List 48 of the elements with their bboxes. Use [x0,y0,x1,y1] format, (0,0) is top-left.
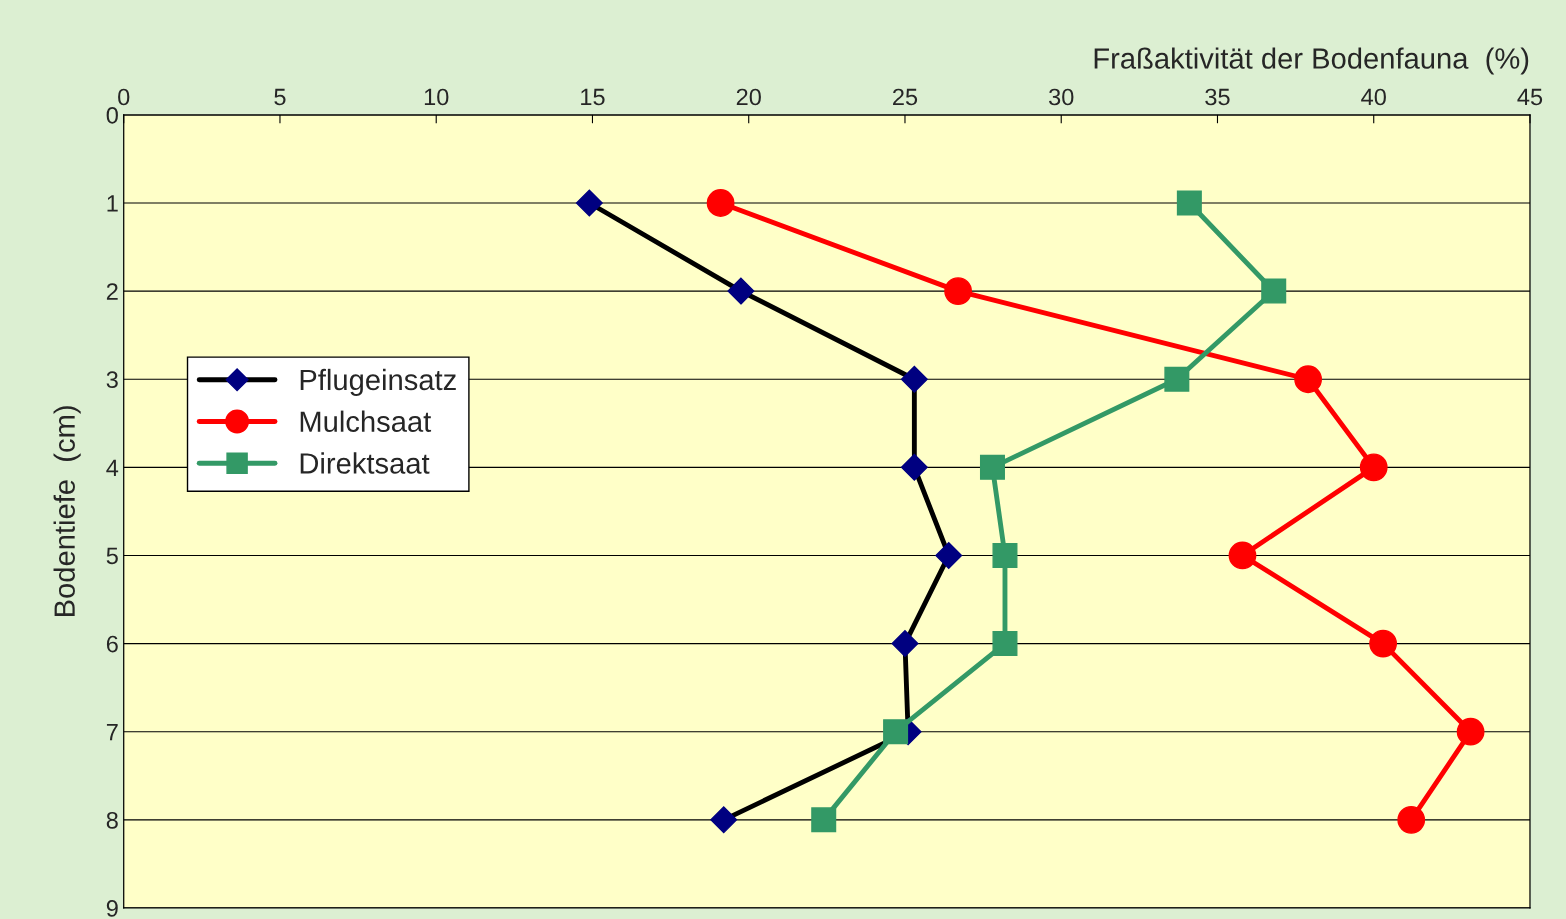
y-tick-label: 5 [106,547,118,565]
point [935,542,963,569]
point [944,277,972,306]
x-tick-label: 15 [581,88,605,106]
point [706,189,735,217]
x-tick-label: 35 [1205,88,1230,106]
y-tick-label: 0 [106,106,118,124]
x-tick-label: 10 [424,88,449,106]
point [1397,805,1426,834]
x-tick-label: 45 [1517,88,1543,106]
y-tick-label: 2 [106,283,118,300]
point [727,277,755,305]
legend-label: Mulchsaat [300,410,432,433]
point [1261,278,1287,304]
legend-label: Pflugeinsatz [300,368,456,397]
x-axis-title: Fraßaktivität der Bodenfauna (%) [1094,47,1529,75]
point [900,365,928,393]
y-tick-label: 4 [106,459,119,476]
y-tick-label: 6 [106,635,118,653]
point [1359,453,1388,482]
point [1164,366,1190,392]
x-tick-label: 5 [274,88,286,106]
x-tick-label: 40 [1361,88,1386,106]
point [891,630,919,658]
point [710,806,738,834]
x-tick-label: 25 [893,88,918,106]
legend-label: Direktsaat [300,452,430,474]
y-tick-label: 3 [106,371,118,389]
point [811,807,837,833]
point [992,631,1018,657]
point [1176,190,1202,216]
point [575,189,603,217]
y-tick-label: 9 [106,900,118,917]
point [1294,365,1322,394]
point [992,542,1018,568]
point [1456,717,1485,746]
y-tick-label: 8 [106,811,118,829]
point [900,453,928,481]
point [883,719,909,745]
y-axis-title: Bodentiefe (cm) [53,406,81,617]
x-tick-label: 0 [118,88,130,106]
y-tick-label: 7 [106,724,118,741]
x-tick-label: 20 [736,88,761,106]
point [979,454,1005,480]
point [1228,541,1257,570]
x-tick-label: 30 [1049,88,1074,106]
y-tick-label: 1 [107,195,118,212]
point [1369,629,1397,658]
